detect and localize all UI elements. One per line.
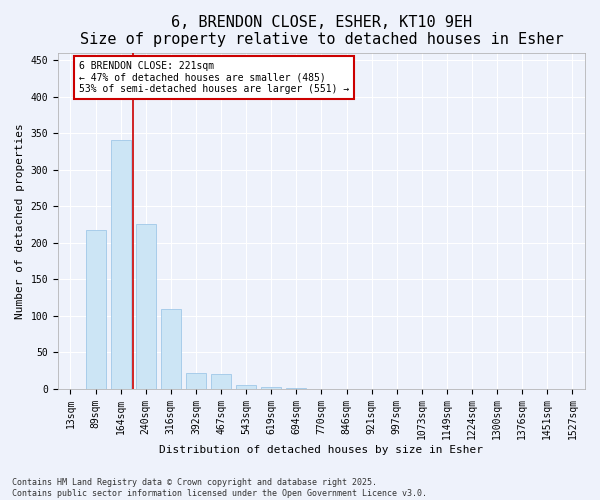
- Bar: [136, 224, 156, 388]
- X-axis label: Distribution of detached houses by size in Esher: Distribution of detached houses by size …: [160, 445, 484, 455]
- Y-axis label: Number of detached properties: Number of detached properties: [15, 123, 25, 318]
- Text: 6 BRENDON CLOSE: 221sqm
← 47% of detached houses are smaller (485)
53% of semi-d: 6 BRENDON CLOSE: 221sqm ← 47% of detache…: [79, 61, 349, 94]
- Bar: [211, 374, 231, 388]
- Bar: [261, 387, 281, 388]
- Bar: [161, 309, 181, 388]
- Bar: [110, 140, 131, 388]
- Title: 6, BRENDON CLOSE, ESHER, KT10 9EH
Size of property relative to detached houses i: 6, BRENDON CLOSE, ESHER, KT10 9EH Size o…: [80, 15, 563, 48]
- Bar: [86, 230, 106, 388]
- Bar: [186, 372, 206, 388]
- Bar: [236, 385, 256, 388]
- Text: Contains HM Land Registry data © Crown copyright and database right 2025.
Contai: Contains HM Land Registry data © Crown c…: [12, 478, 427, 498]
